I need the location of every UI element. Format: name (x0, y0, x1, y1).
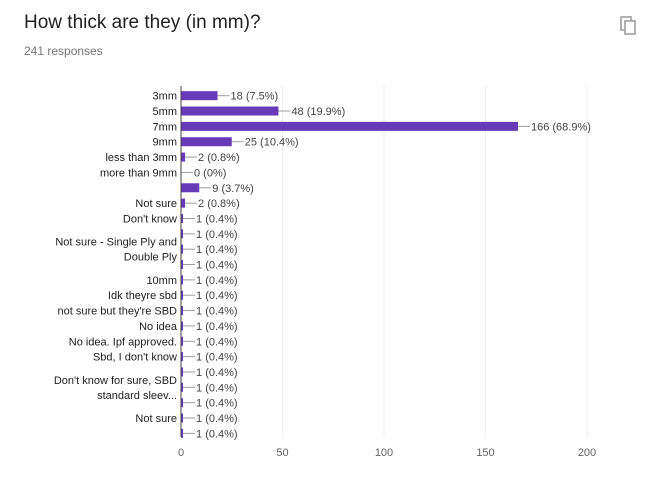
value-label: 166 (68.9%) (531, 121, 591, 133)
category-label: not sure but they're SBD (58, 306, 178, 318)
bar (181, 183, 200, 193)
bar (181, 275, 184, 285)
value-label: 1 (0.4%) (196, 213, 238, 225)
question-title: How thick are they (in mm)? (24, 12, 261, 33)
category-label: 5mm (153, 106, 177, 118)
bar (181, 398, 184, 408)
category-label: Sbd, I don't know (93, 352, 177, 364)
category-label: Not sure - Single Ply and (55, 237, 177, 249)
bar (181, 91, 218, 101)
value-label: 1 (0.4%) (196, 244, 238, 256)
value-label: 1 (0.4%) (196, 260, 238, 272)
value-label: 1 (0.4%) (196, 352, 238, 364)
x-tick-label: 0 (178, 447, 184, 459)
value-label: 48 (19.9%) (291, 106, 345, 118)
bar (181, 290, 184, 300)
value-label: 1 (0.4%) (196, 336, 238, 348)
bar (181, 121, 518, 131)
bar (181, 382, 184, 392)
value-label: 1 (0.4%) (196, 398, 238, 410)
category-label: Don't know for sure, SBD (54, 375, 177, 387)
value-label: 1 (0.4%) (196, 306, 238, 318)
value-label: 25 (10.4%) (245, 137, 299, 149)
bar (181, 367, 184, 377)
x-tick-label: 100 (375, 447, 393, 459)
value-label: 0 (0%) (194, 167, 226, 179)
x-tick-label: 150 (476, 447, 494, 459)
copy-icon[interactable] (620, 16, 638, 36)
bar (181, 413, 184, 423)
category-label: Don't know (123, 213, 177, 225)
bar (181, 198, 186, 208)
bar (181, 260, 184, 270)
value-label: 1 (0.4%) (196, 428, 238, 440)
value-label: 1 (0.4%) (196, 229, 238, 241)
bar (181, 106, 279, 116)
category-label: more than 9mm (100, 167, 177, 179)
value-label: 1 (0.4%) (196, 367, 238, 379)
value-label: 1 (0.4%) (196, 321, 238, 333)
category-label: standard sleev... (97, 390, 177, 402)
bar (181, 321, 184, 331)
bar (181, 213, 184, 223)
value-label: 1 (0.4%) (196, 382, 238, 394)
value-label: 2 (0.8%) (198, 152, 240, 164)
response-count: 241 responses (24, 44, 103, 58)
category-label: No idea. Ipf approved. (69, 336, 177, 348)
x-tick-label: 200 (578, 447, 596, 459)
category-label: 10mm (146, 275, 177, 287)
x-tick-label: 50 (276, 447, 288, 459)
bar (181, 152, 186, 162)
bar (181, 137, 232, 147)
category-label: Double Ply (124, 252, 178, 264)
category-label: Idk theyre sbd (108, 290, 177, 302)
value-label: 18 (7.5%) (231, 91, 279, 103)
category-label: 7mm (153, 121, 177, 133)
category-label: less than 3mm (105, 152, 177, 164)
category-label: 9mm (153, 137, 177, 149)
category-label: Not sure (135, 413, 177, 425)
value-label: 2 (0.8%) (198, 198, 240, 210)
bar (181, 229, 184, 239)
value-label: 9 (3.7%) (212, 183, 254, 195)
bar (181, 244, 184, 254)
value-label: 1 (0.4%) (196, 413, 238, 425)
value-label: 1 (0.4%) (196, 290, 238, 302)
category-label: Not sure (135, 198, 177, 210)
category-label: No idea (139, 321, 178, 333)
bar (181, 336, 184, 346)
bar (181, 306, 184, 316)
value-label: 1 (0.4%) (196, 275, 238, 287)
category-label: 3mm (153, 91, 177, 103)
bar (181, 352, 184, 362)
bar (181, 428, 184, 438)
